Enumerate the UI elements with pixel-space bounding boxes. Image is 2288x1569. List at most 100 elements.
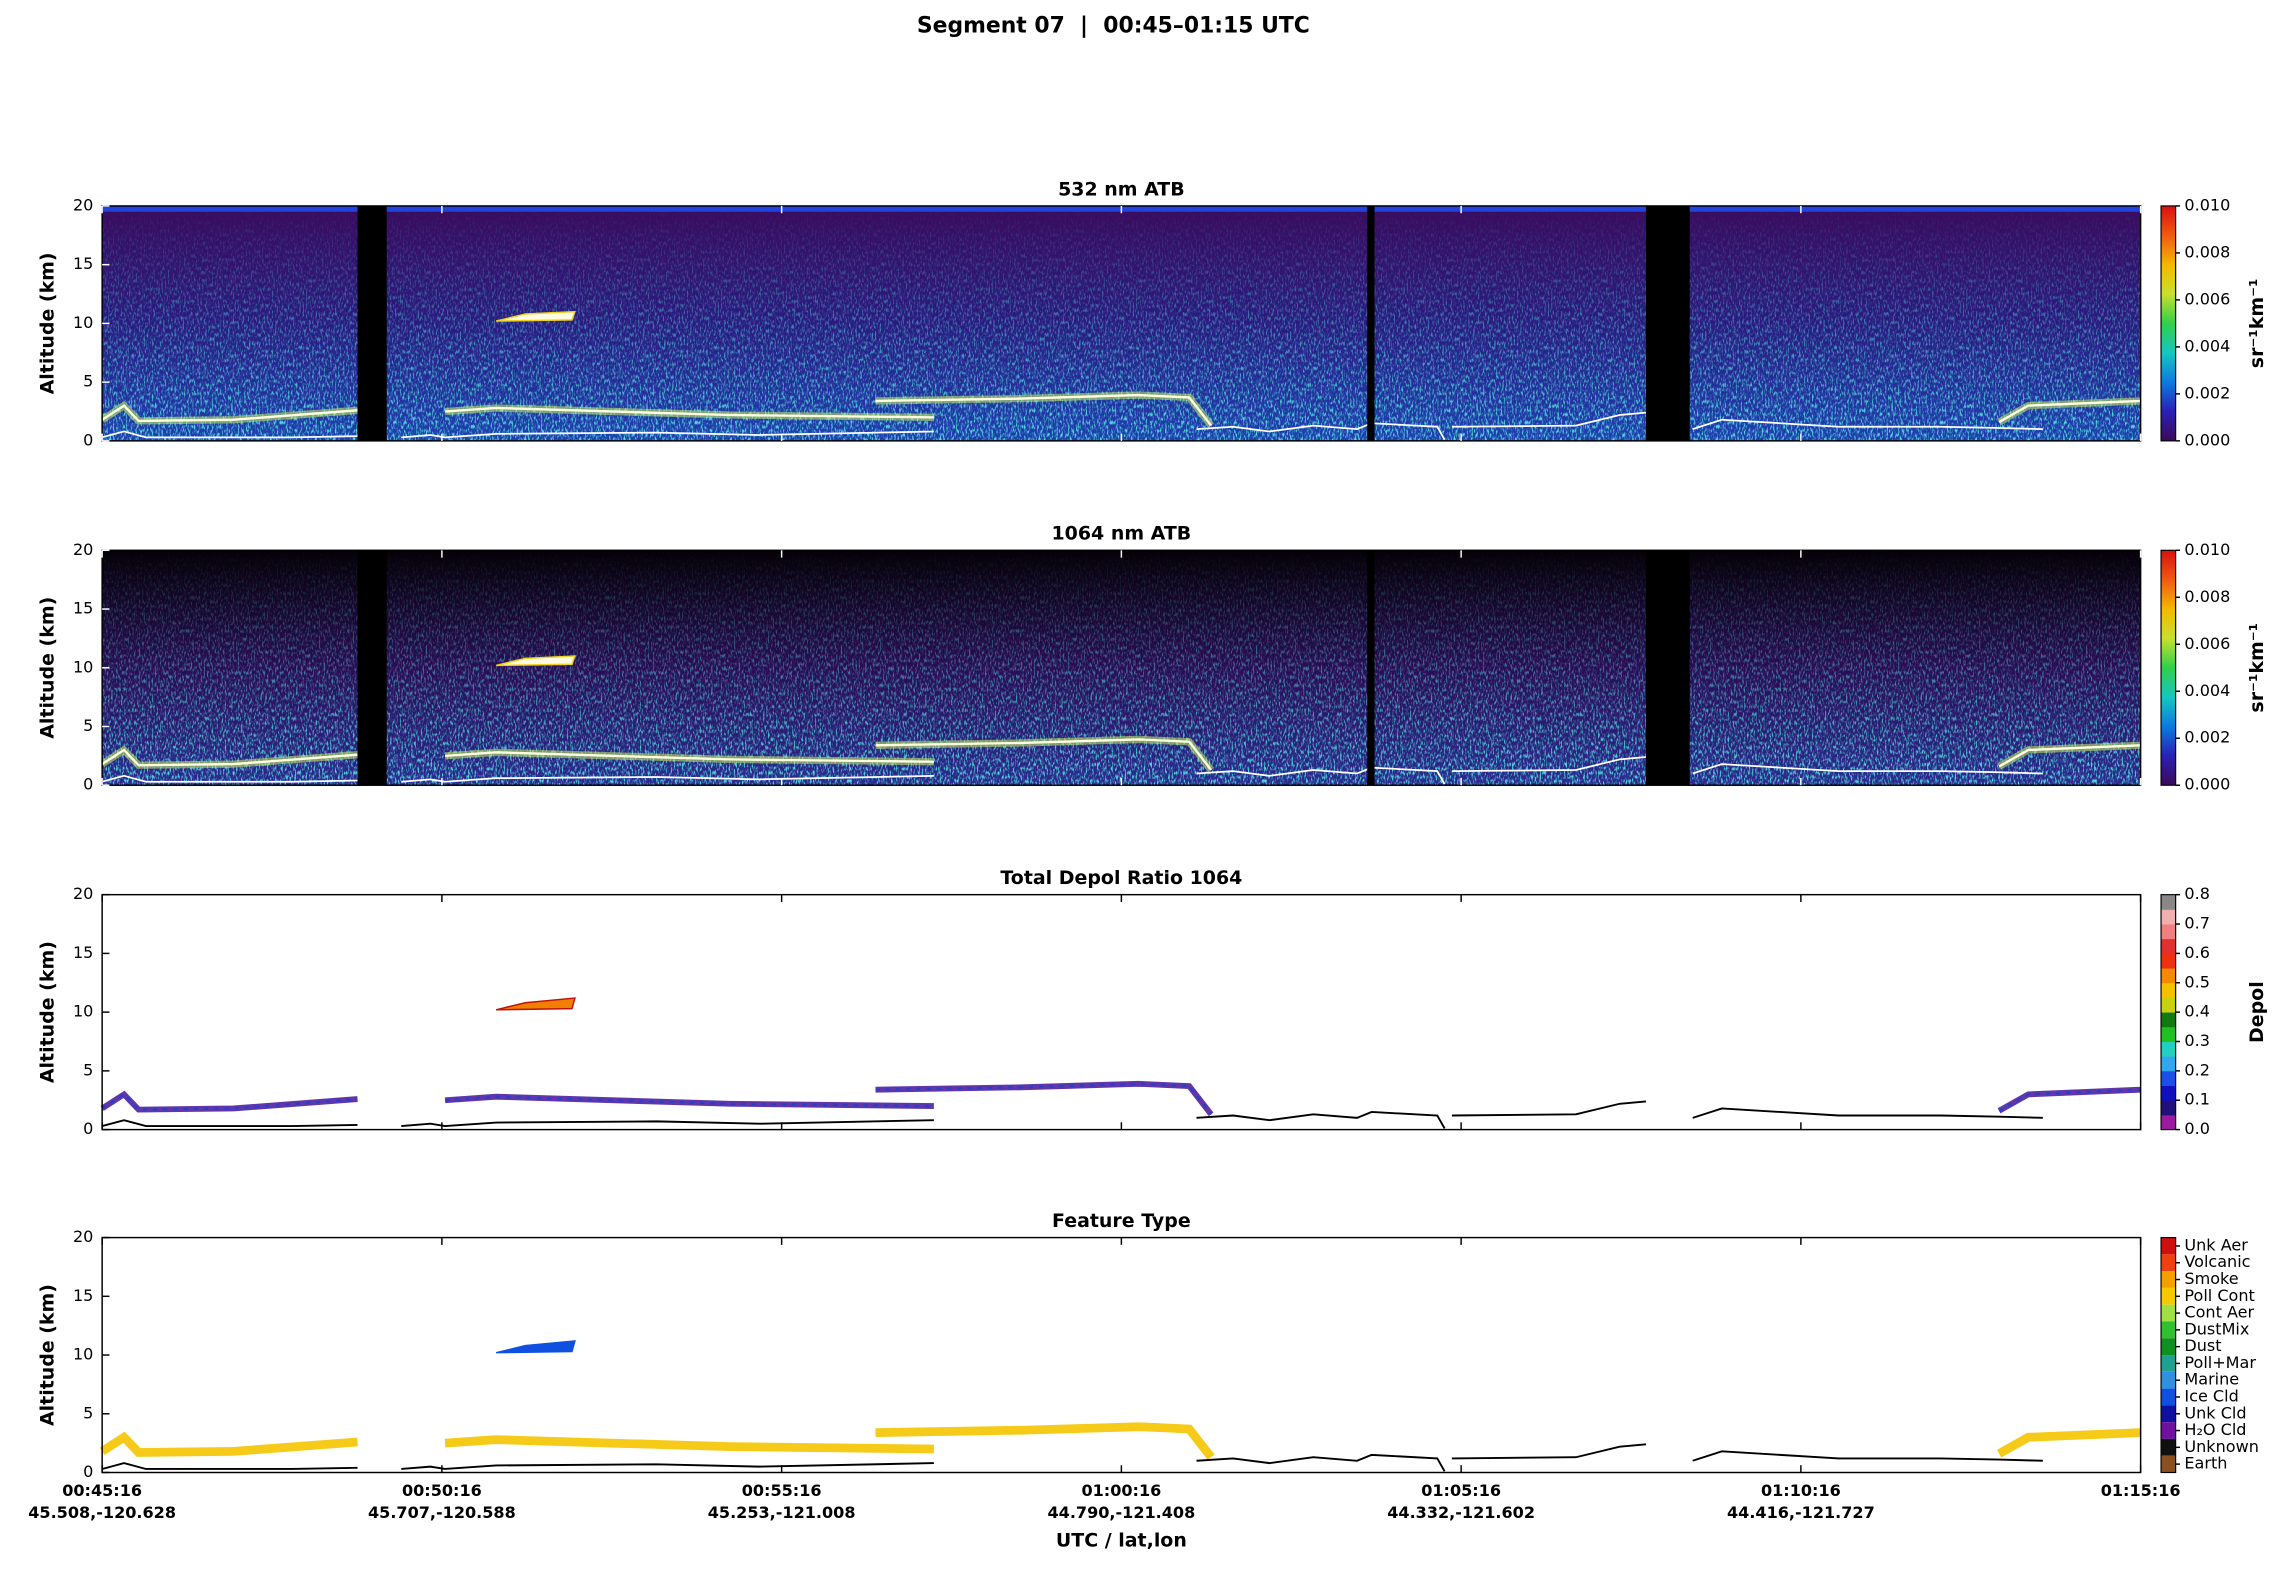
data-gap <box>357 205 387 441</box>
ground-line <box>1451 411 1647 428</box>
ground-line <box>1196 1453 1446 1472</box>
colorbar <box>2161 205 2176 441</box>
y-axis-label: Altitude (km) <box>37 252 59 394</box>
colorbar-tick-label: 0.006 <box>2184 289 2230 308</box>
cirrus <box>495 997 576 1011</box>
figure-title: Segment 07 | 00:45–01:15 UTC <box>917 13 1310 38</box>
ground-line <box>401 1462 934 1470</box>
aerosol-layer-core <box>101 748 358 767</box>
data-gap <box>357 550 387 786</box>
y-tick-label: 10 <box>73 1345 93 1364</box>
colorbar-frame <box>2160 549 2177 786</box>
aerosol-layer-core <box>444 406 934 419</box>
x-tick-label: 00:50:16 <box>402 1481 482 1500</box>
x-tick-latlon: 44.416,-121.727 <box>1727 1503 1875 1522</box>
colorbar-bin <box>2161 1085 2176 1101</box>
colorbar-class-label: Unknown <box>2184 1437 2259 1456</box>
colorbar-class <box>2161 1388 2176 1406</box>
y-axis-label: Altitude (km) <box>37 597 59 739</box>
y-tick-label: 5 <box>83 1060 93 1079</box>
colorbar-bin <box>2161 982 2176 998</box>
cirrus <box>495 1340 576 1354</box>
colorbar-class <box>2161 1371 2176 1389</box>
ground-line <box>101 1119 358 1128</box>
panel <box>100 893 2142 1131</box>
colorbar-tick-label: 0.0 <box>2184 1119 2210 1138</box>
feature-layer <box>444 1093 934 1110</box>
colorbar-class-label: Volcanic <box>2184 1252 2250 1271</box>
x-tick-latlon: 45.253,-121.008 <box>708 1503 856 1522</box>
colorbar-class <box>2161 1438 2176 1456</box>
colorbar-bin <box>2161 1070 2176 1086</box>
curtain-noise <box>102 550 2141 786</box>
colorbar-class-label: Unk Cld <box>2184 1403 2246 1422</box>
colorbar-tick-label: 0.010 <box>2184 540 2230 559</box>
colorbar-tick-label: 0.2 <box>2184 1060 2210 1079</box>
aerosol-layer-core <box>444 751 934 763</box>
colorbar-tick-label: 0.004 <box>2184 336 2230 355</box>
colorbar-class-label: Unk Aer <box>2184 1235 2248 1254</box>
panel-title: 1064 nm ATB <box>1051 523 1191 545</box>
colorbar-tick-label: 0.004 <box>2184 681 2230 700</box>
colorbar-bin <box>2161 1114 2176 1131</box>
y-tick-label: 10 <box>73 1002 93 1021</box>
ground-line <box>1196 766 1446 785</box>
aerosol-layer-core <box>875 393 1213 427</box>
colorbar-class <box>2161 1321 2176 1339</box>
colorbar-tick-label: 0.010 <box>2184 195 2230 214</box>
colorbar-class <box>2161 1237 2176 1255</box>
feature-layer <box>875 1080 1214 1117</box>
colorbar-class-label: H₂O Cld <box>2184 1420 2246 1439</box>
curtain-noise <box>102 205 2141 441</box>
y-axis-label: Altitude (km) <box>37 941 59 1083</box>
colorbar-bin <box>2161 1100 2176 1116</box>
aerosol-layer-core <box>875 738 1213 771</box>
ground-line <box>1196 1111 1446 1129</box>
y-tick-label: 20 <box>73 540 93 559</box>
colorbar-class <box>2161 1455 2176 1473</box>
colorbar-class <box>2161 1422 2176 1439</box>
colorbar-class-label: DustMix <box>2184 1319 2249 1338</box>
feature-layer <box>99 1431 358 1457</box>
colorbar-frame <box>2160 205 2177 442</box>
colorbar-class <box>2161 1287 2176 1305</box>
cirrus <box>495 655 576 667</box>
colorbar-tick-label: 0.008 <box>2184 587 2230 606</box>
panel-title: Feature Type <box>1052 1210 1191 1232</box>
colorbar-tick-label: 0.1 <box>2184 1090 2210 1109</box>
panel <box>99 1236 2142 1474</box>
y-tick-label: 0 <box>83 1462 93 1481</box>
x-tick-latlon: 45.508,-120.628 <box>28 1503 176 1522</box>
y-tick-label: 20 <box>73 1227 93 1246</box>
colorbar-tick-label: 0.8 <box>2184 884 2210 903</box>
data-gap <box>1645 550 1690 786</box>
data-gap <box>1367 550 1375 786</box>
x-tick-latlon: 44.790,-121.408 <box>1047 1503 1195 1522</box>
y-tick-label: 15 <box>73 254 93 273</box>
colorbar-class-label: Poll+Mar <box>2184 1353 2256 1372</box>
colorbar-tick-label: 0.002 <box>2184 728 2230 747</box>
panel-title: Total Depol Ratio 1064 <box>1000 867 1242 889</box>
data-gap <box>1367 205 1375 441</box>
colorbar-bin <box>2161 1026 2176 1042</box>
panel-title: 532 nm ATB <box>1058 178 1185 200</box>
y-tick-label: 20 <box>73 195 93 214</box>
colorbar-frame <box>2160 894 2177 1131</box>
feature-layer <box>1996 1428 2141 1458</box>
colorbar-tick-label: 0.6 <box>2184 943 2210 962</box>
x-tick-label: 01:05:16 <box>1421 1481 1501 1500</box>
x-tick-latlon: 44.332,-121.602 <box>1387 1503 1535 1522</box>
ground-line <box>1451 756 1647 773</box>
aerosol-layer-core <box>1998 744 2141 768</box>
ground-line <box>1451 1443 1647 1460</box>
colorbar-class-label: Smoke <box>2184 1269 2238 1288</box>
colorbar-class <box>2161 1304 2176 1322</box>
ground-line <box>401 774 934 783</box>
x-tick-label: 00:45:16 <box>62 1481 142 1500</box>
x-tick-label: 00:55:16 <box>742 1481 822 1500</box>
colorbar-bin <box>2161 953 2176 969</box>
x-tick-label: 01:15:16 <box>2101 1481 2181 1500</box>
y-tick-label: 0 <box>83 775 93 794</box>
